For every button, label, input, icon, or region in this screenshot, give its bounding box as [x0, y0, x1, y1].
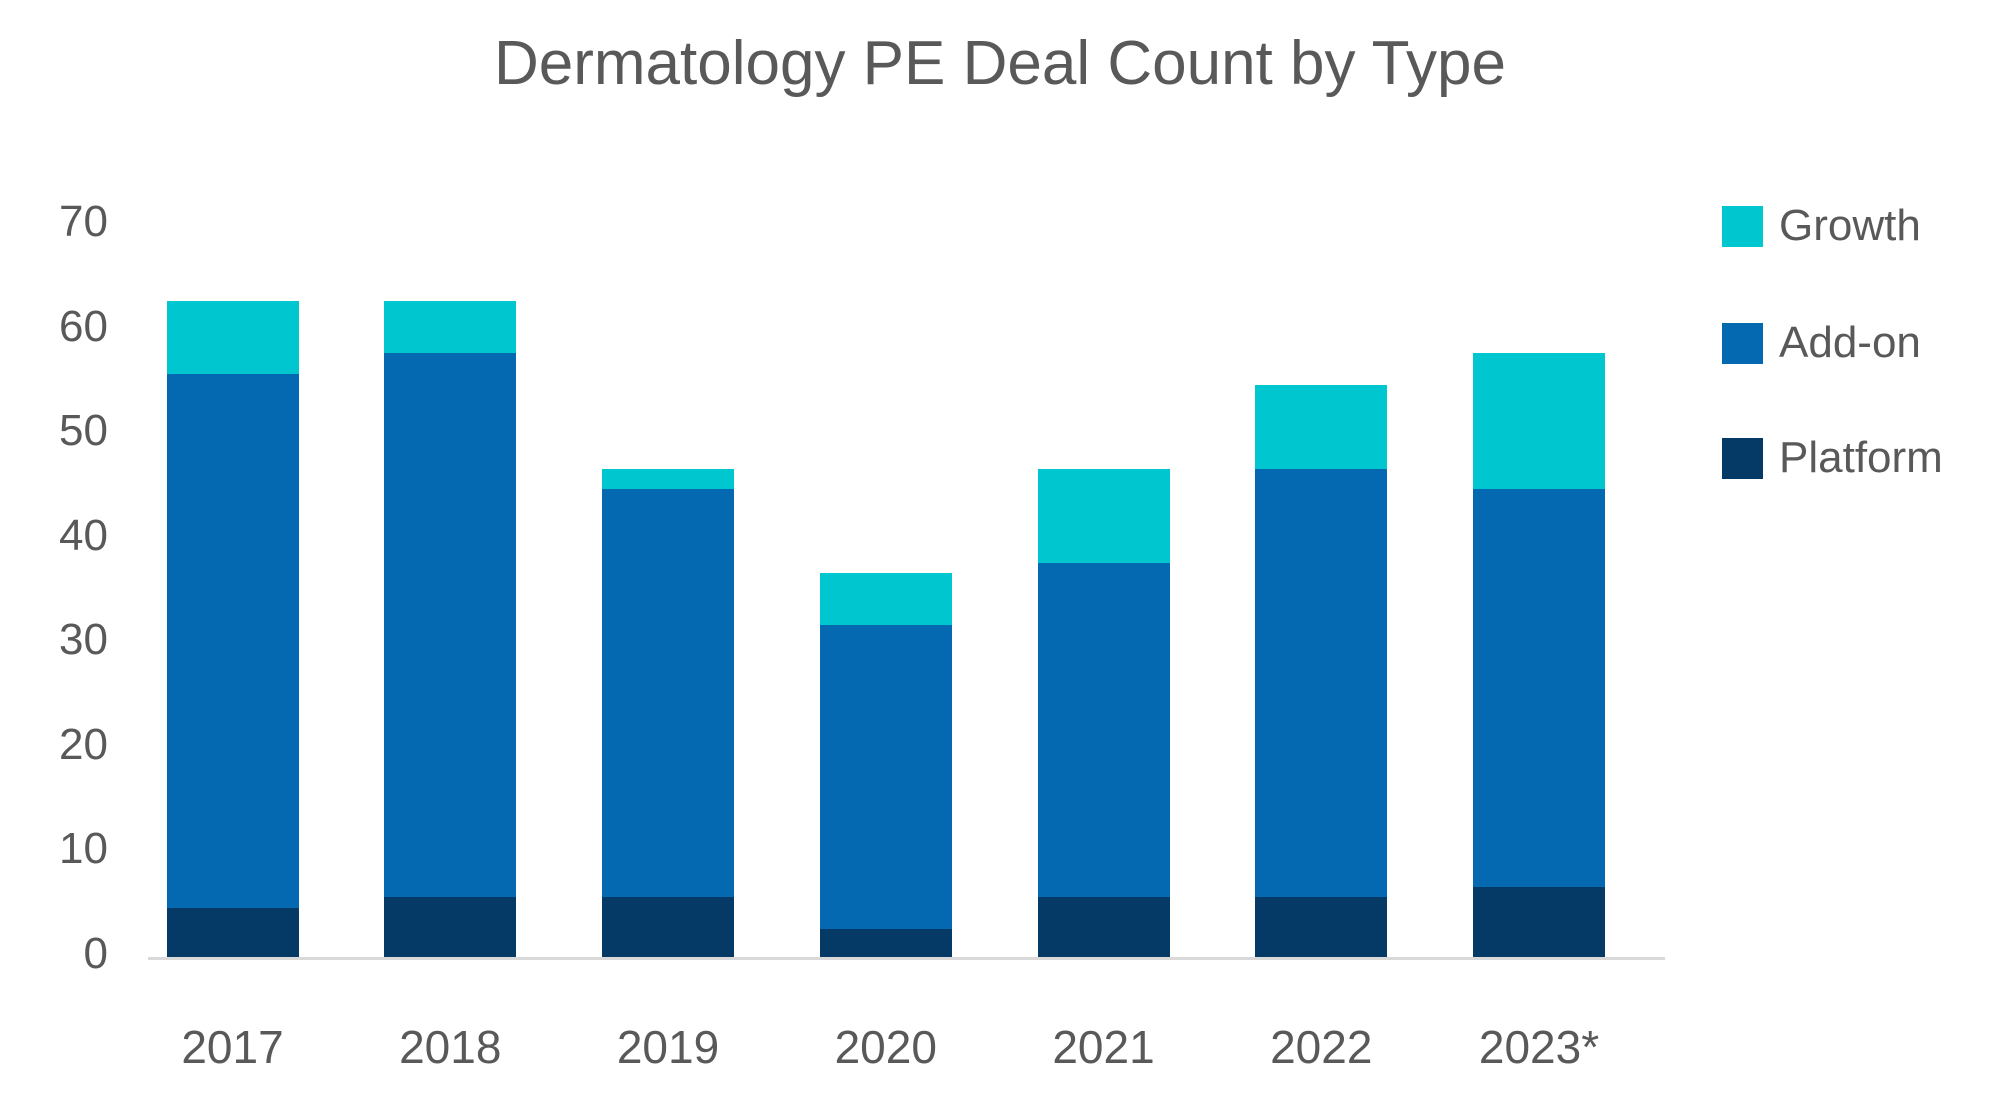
bar-segment-growth-2022	[1255, 384, 1388, 469]
bar-segment-platform-2023	[1473, 886, 1605, 960]
bar-segment-addon-2022	[1255, 468, 1388, 898]
x-tick-label-2021: 2021	[1052, 1021, 1155, 1073]
bar-segment-growth-2018	[384, 301, 517, 354]
chart-title: Dermatology PE Deal Count by Type	[493, 29, 1507, 98]
legend-item-growth: Growth	[1722, 200, 1921, 252]
bar-segment-platform-2022	[1255, 897, 1388, 960]
legend-item-platform: Platform	[1722, 432, 1943, 484]
bar-segment-addon-2021	[1037, 562, 1170, 898]
y-tick-label-50: 50	[59, 406, 108, 456]
bar-segment-addon-2018	[384, 353, 517, 898]
x-tick-label-2017: 2017	[181, 1021, 284, 1073]
bar-segment-platform-2020	[819, 928, 952, 960]
legend-item-addon: Add-on	[1722, 317, 1921, 369]
y-tick-label-60: 60	[59, 301, 108, 351]
y-tick-label-40: 40	[59, 510, 108, 560]
bar-segment-growth-2023	[1473, 353, 1605, 490]
bar-segment-platform-2018	[384, 897, 517, 960]
x-tick-label-2023: 2023*	[1478, 1021, 1600, 1073]
bar-segment-growth-2020	[819, 573, 952, 626]
x-tick-label-2018: 2018	[399, 1021, 502, 1073]
bar-segment-growth-2019	[602, 468, 734, 490]
bar-segment-addon-2017	[166, 374, 299, 908]
y-tick-label-70: 70	[59, 197, 108, 246]
legend-swatch-platform-icon	[1722, 437, 1763, 479]
x-tick-label-2020: 2020	[834, 1021, 937, 1073]
y-tick-label-20: 20	[59, 719, 108, 769]
x-tick-label-2019: 2019	[616, 1021, 720, 1073]
y-tick-label-30: 30	[59, 615, 108, 665]
bar-segment-addon-2023	[1473, 489, 1605, 887]
legend-swatch-growth-icon	[1722, 205, 1763, 247]
legend-swatch-addon-icon	[1722, 322, 1763, 364]
x-tick-label-2022: 2022	[1270, 1021, 1373, 1073]
bar-segment-platform-2021	[1037, 897, 1170, 960]
bar-segment-growth-2017	[166, 301, 299, 375]
y-tick-label-10: 10	[59, 824, 108, 874]
y-tick-label-0: 0	[83, 929, 108, 978]
bar-segment-growth-2021	[1037, 468, 1170, 563]
bar-segment-platform-2017	[166, 907, 299, 960]
legend-label-addon: Add-on	[1779, 318, 1921, 367]
bar-segment-addon-2020	[819, 625, 952, 929]
legend-label-growth: Growth	[1779, 201, 1921, 250]
bar-segment-addon-2019	[602, 489, 734, 898]
bar-segment-platform-2019	[602, 897, 734, 960]
x-axis-line	[148, 957, 1665, 960]
legend-label-platform: Platform	[1779, 433, 1943, 482]
